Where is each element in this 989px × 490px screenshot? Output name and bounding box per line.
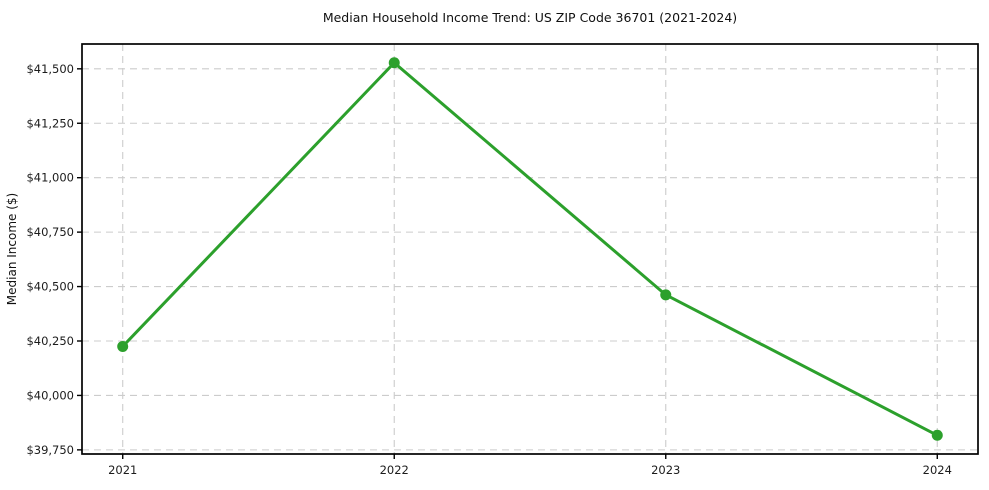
y-tick-label: $41,500 [26,62,74,76]
y-tick-label: $40,250 [26,334,74,348]
data-point [660,289,672,301]
tick-label-layer: $39,750 $40,000 $40,250 $40,500 $40,750 $41,0… [26,62,951,477]
x-tick-label: 2024 [923,463,952,477]
trend-line [121,61,939,437]
data-point [388,57,400,69]
y-tick-label: $41,250 [26,116,74,130]
y-tick-label: $39,750 [26,443,74,457]
data-point [931,429,943,441]
x-tick-label: 2023 [651,463,680,477]
data-point [117,340,129,352]
x-tick-label: 2021 [108,463,137,477]
y-tick-label: $40,000 [26,388,74,402]
x-tick-label: 2022 [380,463,409,477]
y-axis-label: Median Income ($) [5,193,19,305]
y-tick-label: $40,500 [26,280,74,294]
chart-title: Median Household Income Trend: US ZIP Co… [323,10,737,25]
tick-layer [77,68,938,459]
plot-area-border [81,43,979,455]
series-layer [117,57,943,441]
y-tick-label: $40,750 [26,225,74,239]
y-tick-label: $41,000 [26,171,74,185]
